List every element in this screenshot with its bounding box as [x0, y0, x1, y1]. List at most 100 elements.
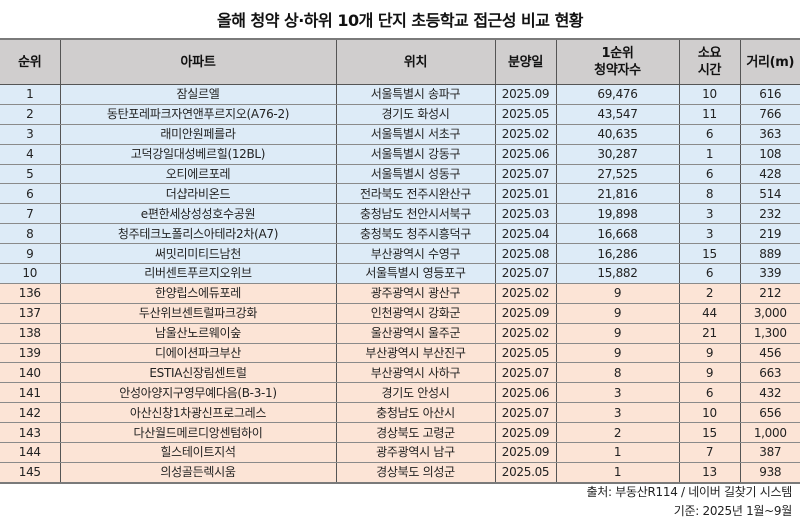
table-row: 136 한양립스에듀포레 광주광역시 광산구 2025.02 9 2 212: [0, 283, 800, 304]
header-applicants-line1: 1순위: [601, 46, 634, 61]
cell-rank: 140: [0, 362, 61, 384]
cell-time: 2: [678, 283, 741, 304]
cell-location: 서울특별시 송파구: [335, 84, 496, 105]
cell-time: 10: [678, 402, 741, 424]
cell-rank: 9: [0, 243, 61, 265]
cell-time: 9: [678, 362, 741, 384]
header-applicants: 1순위 청약자수: [555, 38, 680, 85]
cell-applicants: 40,635: [555, 124, 680, 145]
cell-time: 6: [678, 124, 741, 145]
cell-rank: 5: [0, 164, 61, 185]
cell-rank: 144: [0, 442, 61, 463]
cell-time: 13: [678, 462, 741, 484]
source-note: 출처: 부동산R114 / 네이버 길찾기 시스템: [586, 485, 793, 499]
cell-sale-date: 2025.02: [494, 124, 557, 145]
cell-time: 6: [678, 382, 741, 404]
cell-applicants: 9: [555, 343, 680, 364]
cell-time: 8: [678, 183, 741, 205]
cell-location: 부산광역시 부산진구: [335, 343, 496, 364]
table-row: 1 잠실르엘 서울특별시 송파구 2025.09 69,476 10 616: [0, 84, 800, 105]
cell-rank: 139: [0, 343, 61, 364]
table-row: 4 고덕강일대성베르힐(12BL) 서울특별시 강동구 2025.06 30,287 1 1…: [0, 144, 800, 165]
cell-apartment: 다산월드메르디앙센텀하이: [59, 422, 337, 444]
header-location: 위치: [335, 38, 496, 85]
cell-time: 1: [678, 144, 741, 165]
cell-distance: 456: [739, 343, 800, 364]
cell-applicants: 30,287: [555, 144, 680, 165]
cell-sale-date: 2025.09: [494, 422, 557, 444]
comparison-table: 순위 아파트 위치 분양일 1순위 청약자수 소요 시간 거리(m) 1 잠실르엘…: [0, 38, 800, 484]
cell-sale-date: 2025.04: [494, 223, 557, 245]
cell-sale-date: 2025.06: [494, 382, 557, 404]
cell-location: 인천광역시 강화군: [335, 303, 496, 324]
header-distance: 거리(m): [739, 38, 800, 85]
table-row: 9 써밋리미티드남천 부산광역시 수영구 2025.08 16,286 15 889: [0, 243, 800, 265]
cell-applicants: 3: [555, 382, 680, 404]
cell-applicants: 9: [555, 323, 680, 344]
cell-time: 9: [678, 343, 741, 364]
cell-location: 광주광역시 광산구: [335, 283, 496, 304]
cell-distance: 663: [739, 362, 800, 384]
cell-time: 21: [678, 323, 741, 344]
cell-location: 부산광역시 수영구: [335, 243, 496, 265]
cell-time: 15: [678, 422, 741, 444]
cell-apartment: 의성골든렉시움: [59, 462, 337, 484]
cell-time: 44: [678, 303, 741, 324]
cell-distance: 108: [739, 144, 800, 165]
cell-applicants: 8: [555, 362, 680, 384]
table-row: 6 더샵라비온드 전라북도 전주시완산구 2025.01 21,816 8 514: [0, 183, 800, 205]
cell-applicants: 16,286: [555, 243, 680, 265]
cell-applicants: 2: [555, 422, 680, 444]
cell-rank: 8: [0, 223, 61, 245]
cell-apartment: 청주테크노폴리스아테라2차(A7): [59, 223, 337, 245]
cell-sale-date: 2025.07: [494, 164, 557, 185]
cell-sale-date: 2025.09: [494, 84, 557, 105]
cell-distance: 3,000: [739, 303, 800, 324]
table-row: 138 남울산노르웨이숲 울산광역시 울주군 2025.02 9 21 1,300: [0, 323, 800, 344]
cell-location: 충청남도 천안시서북구: [335, 203, 496, 225]
cell-location: 서울특별시 영등포구: [335, 263, 496, 284]
cell-sale-date: 2025.06: [494, 144, 557, 165]
table-row: 144 힐스테이트지석 광주광역시 남구 2025.09 1 7 387: [0, 442, 800, 463]
cell-applicants: 3: [555, 402, 680, 424]
cell-apartment: 힐스테이트지석: [59, 442, 337, 463]
cell-rank: 143: [0, 422, 61, 444]
table-row: 139 디에이션파크부산 부산광역시 부산진구 2025.05 9 9 456: [0, 343, 800, 364]
cell-applicants: 69,476: [555, 84, 680, 105]
cell-apartment: 래미안원페를라: [59, 124, 337, 145]
cell-distance: 616: [739, 84, 800, 105]
cell-applicants: 21,816: [555, 183, 680, 205]
cell-time: 6: [678, 263, 741, 284]
cell-sale-date: 2025.03: [494, 203, 557, 225]
table-row: 10 리버센트푸르지오위브 서울특별시 영등포구 2025.07 15,882 6 339: [0, 263, 800, 284]
cell-rank: 136: [0, 283, 61, 304]
cell-rank: 3: [0, 124, 61, 145]
cell-sale-date: 2025.07: [494, 402, 557, 424]
cell-applicants: 16,668: [555, 223, 680, 245]
cell-applicants: 1: [555, 462, 680, 484]
cell-time: 10: [678, 84, 741, 105]
cell-location: 울산광역시 울주군: [335, 323, 496, 344]
cell-apartment: 더샵라비온드: [59, 183, 337, 205]
cell-sale-date: 2025.05: [494, 343, 557, 364]
table-row: 7 e편한세상성성호수공원 충청남도 천안시서북구 2025.03 19,898 3 232: [0, 203, 800, 225]
cell-distance: 339: [739, 263, 800, 284]
header-time-line1: 소요: [697, 46, 722, 61]
cell-sale-date: 2025.05: [494, 462, 557, 484]
header-time-line2: 시간: [697, 63, 722, 78]
cell-rank: 137: [0, 303, 61, 324]
cell-apartment: ESTIA신장림센트럴: [59, 362, 337, 384]
cell-rank: 4: [0, 144, 61, 165]
cell-time: 6: [678, 164, 741, 185]
cell-rank: 10: [0, 263, 61, 284]
cell-applicants: 15,882: [555, 263, 680, 284]
cell-sale-date: 2025.07: [494, 362, 557, 384]
cell-apartment: 한양립스에듀포레: [59, 283, 337, 304]
header-time: 소요 시간: [678, 38, 741, 85]
cell-location: 전라북도 전주시완산구: [335, 183, 496, 205]
cell-applicants: 9: [555, 283, 680, 304]
cell-distance: 219: [739, 223, 800, 245]
header-sale-date: 분양일: [494, 38, 557, 85]
cell-sale-date: 2025.09: [494, 442, 557, 463]
cell-apartment: e편한세상성성호수공원: [59, 203, 337, 225]
